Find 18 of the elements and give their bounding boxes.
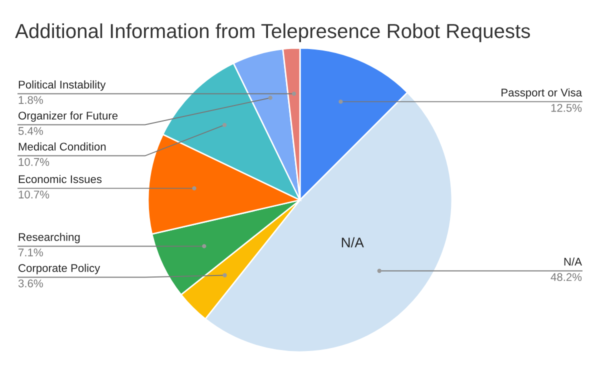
data-label: 10.7% (18, 190, 50, 198)
slice-label: N/A (564, 258, 582, 266)
data-label: 1.8% (18, 96, 43, 104)
slice-label: Organizer for Future (18, 111, 118, 122)
slice-label: Political Instability (18, 80, 106, 91)
text: N/A (342, 237, 364, 248)
data-label: 3.6% (18, 280, 43, 288)
data-label: 48.2% (550, 273, 582, 282)
data-label: 10.7% (18, 158, 50, 166)
data-label: 7.1% (18, 248, 43, 256)
slice-label: Researching (18, 232, 80, 244)
slice-label: Medical Condition (18, 142, 106, 151)
slice-label: Corporate Policy (18, 264, 100, 274)
chart-title: Additional Information from Telepresence Robot Requests (15, 23, 530, 42)
slice-label: Economic Issues (18, 174, 102, 184)
slice-label: Passport or Visa (502, 88, 582, 99)
data-label: 12.5% (551, 104, 582, 112)
data-label: 5.4% (18, 127, 43, 135)
